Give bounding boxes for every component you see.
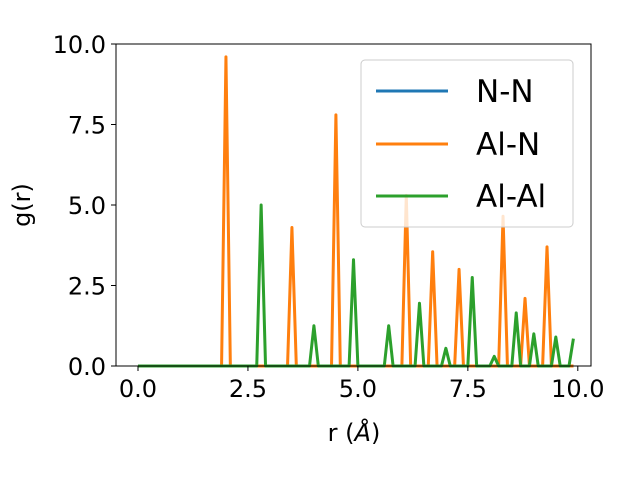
y-axis-label: g(r) (8, 183, 36, 227)
x-tick-label: 10.0 (551, 375, 604, 403)
y-tick-label: 10.0 (53, 31, 106, 59)
x-tick-label: 2.5 (229, 375, 267, 403)
legend: N-N Al-N Al-Al (360, 59, 574, 228)
legend-frame (360, 59, 574, 228)
y-tick-label: 0.0 (68, 353, 106, 381)
legend-label-n-n: N-N (476, 74, 534, 110)
series-line-al-n (137, 55, 574, 368)
series-line-al-al (137, 203, 575, 368)
y-tick-label: 5.0 (68, 192, 106, 220)
x-tick-label: 5.0 (339, 375, 377, 403)
x-axis: 0.0 2.5 5.0 7.5 10.0 (119, 366, 605, 403)
y-axis: 0.0 2.5 5.0 7.5 10.0 (53, 31, 116, 381)
y-tick-label: 2.5 (68, 273, 106, 301)
y-tick-label: 7.5 (68, 112, 106, 140)
x-tick-label: 7.5 (449, 375, 487, 403)
legend-label-al-n: Al-N (476, 127, 540, 163)
x-tick-label: 0.0 (119, 375, 157, 403)
x-axis-label: r (Å) (328, 418, 381, 447)
x-axis-label-text: r ( (328, 419, 355, 447)
x-axis-label-symbol: Å (353, 418, 371, 447)
x-axis-label-close: ) (371, 419, 380, 447)
legend-label-al-al: Al-Al (476, 179, 546, 215)
